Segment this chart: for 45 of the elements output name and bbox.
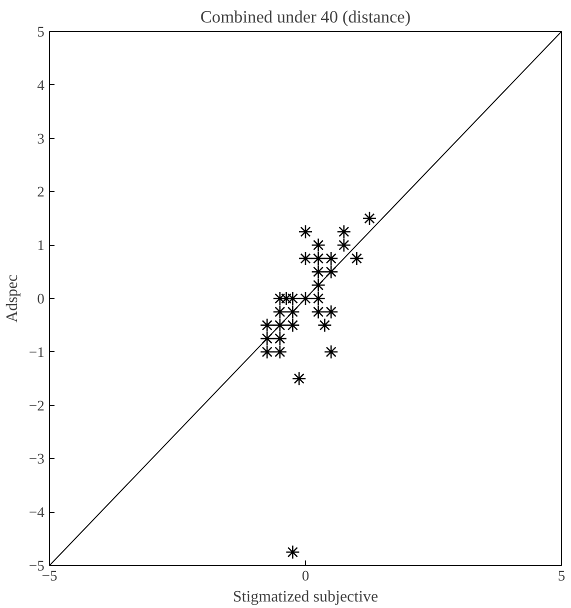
point (311, 278, 326, 292)
point (311, 264, 326, 279)
point (324, 344, 338, 360)
point (311, 304, 326, 319)
y-tick-label: 2 (37, 184, 44, 201)
y-tick-label: 3 (37, 131, 44, 148)
point (318, 318, 332, 332)
chart-title: Combined under 40 (distance) (200, 8, 411, 26)
point (286, 318, 300, 332)
x-axis-title: Stigmatized subjective (232, 588, 378, 606)
point (298, 224, 313, 239)
point (298, 251, 313, 266)
point (260, 331, 274, 346)
point (350, 251, 364, 266)
point (272, 318, 288, 332)
point (362, 211, 377, 226)
y-tick-label: −4 (28, 505, 46, 522)
y-axis-title: Adspec (4, 274, 21, 322)
point (311, 291, 326, 306)
point (324, 264, 338, 279)
y-tick-label: −3 (28, 452, 44, 468)
y-tick-label: 1 (37, 238, 44, 254)
point (260, 318, 274, 332)
point (298, 291, 313, 306)
y-tick-label: 4 (37, 78, 46, 94)
point (272, 331, 288, 346)
point (311, 251, 326, 266)
y-tick-label: 0 (37, 292, 44, 308)
point (272, 304, 288, 319)
point (260, 344, 274, 360)
point (286, 545, 300, 560)
y-tick-label: −5 (28, 558, 44, 574)
y-tick-label: −2 (28, 398, 44, 414)
point (324, 304, 338, 319)
point (292, 371, 306, 386)
point (324, 251, 338, 266)
point (311, 238, 326, 252)
y-tick-label: −1 (28, 344, 44, 361)
point (336, 238, 352, 252)
y-tick-label: 5 (37, 24, 44, 40)
x-tick-label: 0 (302, 568, 310, 584)
x-tick-label: 5 (558, 568, 566, 584)
point (336, 224, 352, 239)
point (272, 344, 288, 360)
point (286, 304, 300, 319)
